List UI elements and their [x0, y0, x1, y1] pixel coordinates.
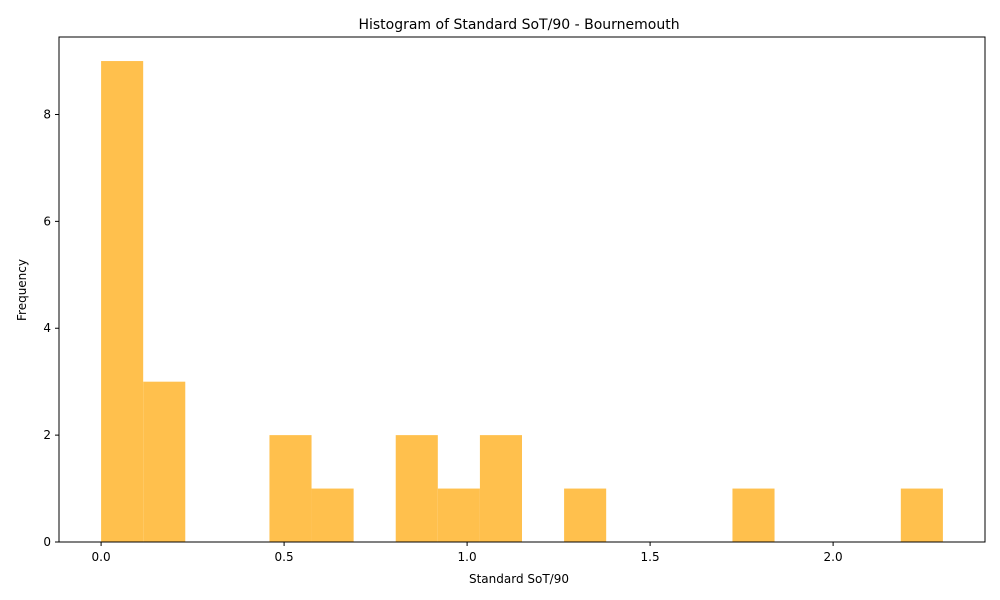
y-tick-label-0: 0	[43, 535, 51, 549]
x-tick-label-1: 0.5	[275, 550, 294, 564]
x-tick-label-4: 2.0	[824, 550, 843, 564]
histogram-bar-15	[732, 488, 775, 542]
histogram-bar-9	[479, 435, 522, 542]
y-tick-label-2: 4	[43, 321, 51, 335]
y-tick-label-3: 6	[43, 214, 51, 228]
y-tick-label-4: 8	[43, 107, 51, 121]
histogram-bar-7	[395, 435, 438, 542]
histogram-bar-1	[143, 381, 186, 542]
y-axis-ticks: 0 2 4 6 8	[43, 107, 59, 549]
histogram-bar-4	[269, 435, 312, 542]
y-tick-label-1: 2	[43, 428, 51, 442]
y-axis-label: Frequency	[15, 259, 29, 321]
bars-group	[101, 61, 943, 543]
x-tick-label-3: 1.5	[641, 550, 660, 564]
plot-frame	[58, 36, 986, 543]
histogram-bar-11	[564, 488, 607, 542]
chart-title: Histogram of Standard SoT/90 - Bournemou…	[358, 17, 679, 33]
histogram-bar-0	[101, 61, 144, 543]
x-tick-label-0: 0.0	[92, 550, 111, 564]
x-axis-ticks: 0.0 0.5 1.0 1.5 2.0	[92, 542, 843, 564]
x-axis-label: Standard SoT/90	[469, 572, 569, 586]
histogram-bar-5	[311, 488, 354, 542]
histogram-bar-19	[900, 488, 943, 542]
histogram-bar-8	[437, 488, 480, 542]
x-tick-label-2: 1.0	[458, 550, 477, 564]
